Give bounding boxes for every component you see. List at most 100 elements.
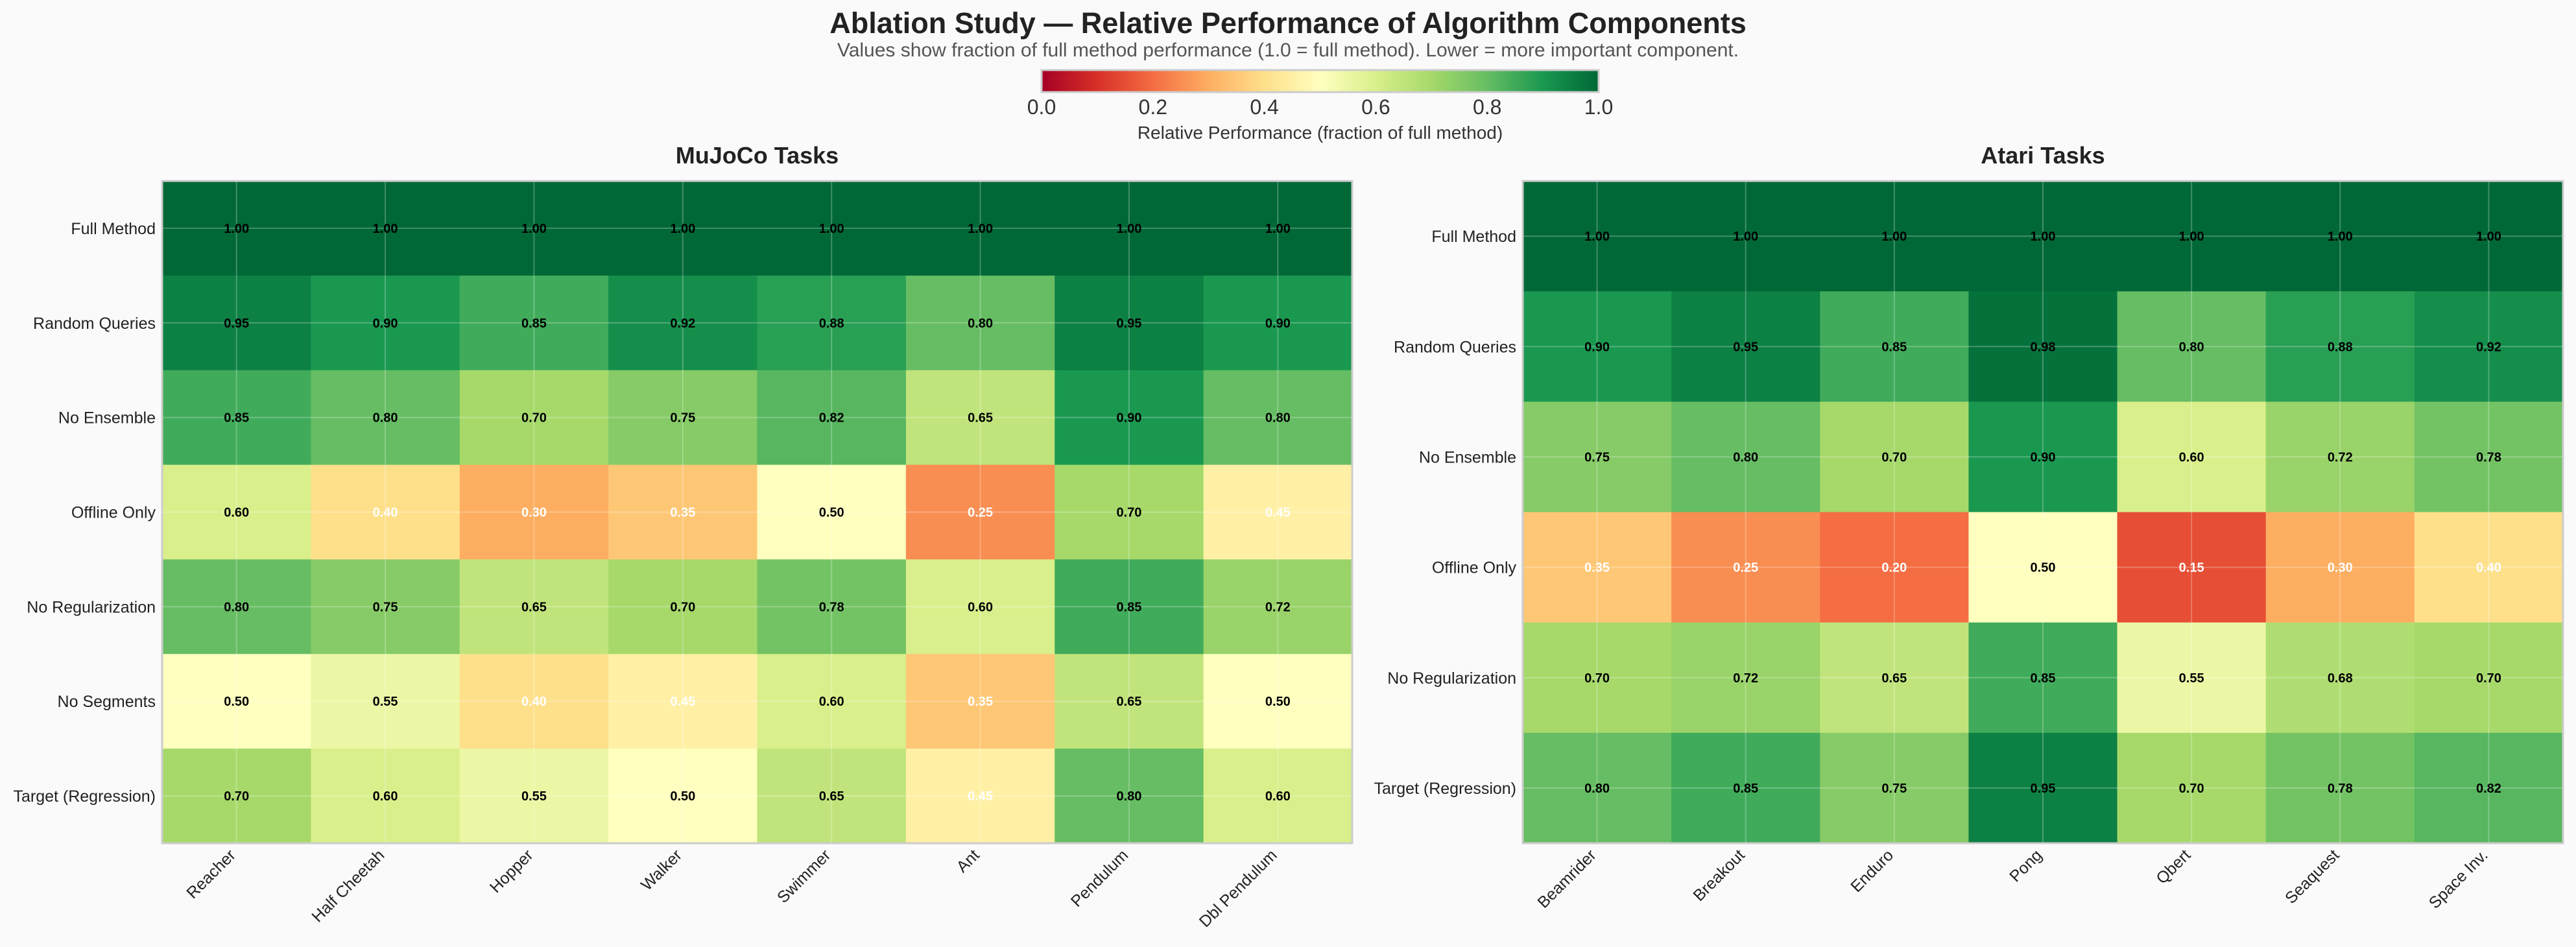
mujoco-row-label: Target (Regression) — [13, 787, 156, 806]
mujoco-heatmap-cell — [311, 559, 460, 654]
mujoco-axes-frame — [161, 180, 1354, 845]
atari-heatmap-cell — [1671, 622, 1820, 734]
atari-heatmap-cell — [1523, 181, 1672, 292]
mujoco-column-label: Reacher — [183, 846, 239, 902]
mujoco-heatmap-cell — [905, 275, 1055, 371]
mujoco-heatmap-cell — [757, 464, 907, 560]
mujoco-cell-label: 0.65 — [521, 600, 547, 614]
atari-heatmap-cell — [2117, 181, 2267, 292]
atari-heatmap-cell — [1968, 622, 2118, 734]
mujoco-heatmap-cell — [162, 464, 311, 560]
atari-heatmap-cell — [1820, 732, 1969, 844]
mujoco-cell-label: 0.60 — [1265, 789, 1291, 804]
figure-title: Ablation Study — Relative Performance of… — [829, 6, 1747, 40]
atari-heatmap-cell — [1820, 181, 1969, 292]
mujoco-cell-label: 1.00 — [1116, 222, 1141, 236]
atari-cell-label: 1.00 — [1733, 230, 1758, 244]
atari-cell-label: 0.95 — [1733, 340, 1758, 354]
mujoco-heatmap-cell — [311, 181, 460, 276]
mujoco-cell-label: 0.65 — [819, 789, 844, 804]
atari-heatmap-cell — [1671, 291, 1820, 402]
mujoco-cell-label: 1.00 — [968, 222, 993, 236]
mujoco-heatmap-cell — [1203, 275, 1353, 371]
colorbar-tick-label: 0.8 — [1473, 95, 1501, 119]
atari-cell-label: 0.85 — [1733, 782, 1758, 796]
mujoco-heatmap-cell — [757, 749, 907, 844]
atari-cell-label: 0.68 — [2328, 671, 2353, 686]
mujoco-column-label: Swimmer — [774, 846, 834, 906]
atari-cell-label: 0.92 — [2476, 340, 2501, 354]
mujoco-panel-title: MuJoCo Tasks — [676, 142, 839, 169]
mujoco-cell-label: 0.45 — [968, 789, 993, 804]
atari-cell-label: 0.72 — [2328, 450, 2353, 464]
mujoco-heatmap-cell — [1055, 654, 1204, 749]
atari-cell-label: 0.70 — [1584, 671, 1610, 686]
mujoco-heatmap-cell — [1055, 370, 1204, 466]
atari-heatmap-cell — [1671, 181, 1820, 292]
atari-cell-label: 1.00 — [1881, 230, 1907, 244]
atari-heatmap-cell — [1523, 291, 1672, 402]
atari-row-label: Full Method — [1431, 228, 1516, 246]
atari-column-label: Pong — [2006, 846, 2045, 885]
atari-heatmap-cell — [2117, 512, 2267, 623]
mujoco-cell-label: 0.60 — [224, 506, 249, 520]
colorbar-tick-label: 1.0 — [1584, 95, 1613, 119]
atari-cell-label: 0.70 — [2179, 782, 2204, 796]
mujoco-cell-label: 1.00 — [1265, 222, 1291, 236]
mujoco-cell-label: 0.40 — [521, 695, 547, 709]
atari-heatmap-cell — [2117, 732, 2267, 844]
mujoco-cell-label: 0.65 — [968, 411, 993, 426]
atari-column-label: Enduro — [1847, 846, 1897, 896]
atari-cell-label: 0.50 — [2031, 561, 2056, 575]
colorbar-tick-label: 0.0 — [1027, 95, 1056, 119]
mujoco-heatmap-cell — [162, 654, 311, 749]
mujoco-heatmap-cell — [162, 749, 311, 844]
mujoco-row-label: No Segments — [58, 693, 156, 711]
atari-cell-label: 0.82 — [2476, 782, 2501, 796]
mujoco-cell-label: 0.88 — [819, 317, 844, 331]
mujoco-row-label: No Regularization — [27, 598, 156, 616]
figure-subtitle: Values show fraction of full method perf… — [837, 40, 1739, 61]
atari-cell-label: 0.70 — [2476, 671, 2501, 686]
mujoco-cell-label: 0.82 — [819, 411, 844, 426]
mujoco-cell-label: 0.50 — [1265, 695, 1291, 709]
atari-row-label: No Ensemble — [1419, 448, 1516, 466]
mujoco-cell-label: 0.80 — [373, 411, 398, 426]
atari-heatmap-cell — [2265, 512, 2415, 623]
atari-heatmap-cell — [1523, 622, 1672, 734]
mujoco-heatmap-cell — [905, 749, 1055, 844]
atari-cell-label: 0.35 — [1584, 561, 1610, 575]
mujoco-heatmap-cell — [757, 181, 907, 276]
atari-heatmap-cell — [1671, 732, 1820, 844]
atari-cell-label: 0.75 — [1584, 450, 1610, 464]
mujoco-cell-label: 0.45 — [670, 695, 695, 709]
atari-axes-frame — [1521, 180, 2564, 845]
mujoco-heatmap-cell — [311, 370, 460, 466]
mujoco-heatmap-cell — [1203, 181, 1353, 276]
atari-cell-label: 0.55 — [2179, 671, 2204, 686]
mujoco-cell-label: 0.90 — [1116, 411, 1141, 426]
mujoco-heatmap-cell — [905, 370, 1055, 466]
mujoco-row-label: Offline Only — [71, 504, 156, 522]
atari-heatmap-cell — [2414, 732, 2564, 844]
mujoco-heatmap-cell — [608, 559, 757, 654]
atari-heatmap-cell — [1671, 512, 1820, 623]
atari-cell-label: 0.90 — [1584, 340, 1610, 354]
mujoco-cell-label: 0.55 — [373, 695, 398, 709]
mujoco-heatmap-cell — [1055, 275, 1204, 371]
mujoco-cell-label: 0.50 — [224, 695, 249, 709]
mujoco-row-label: Random Queries — [33, 315, 156, 333]
mujoco-cell-label: 0.60 — [819, 695, 844, 709]
atari-heatmap-cell — [2117, 622, 2267, 734]
atari-heatmap-cell — [1671, 402, 1820, 512]
atari-cell-label: 0.80 — [2179, 340, 2204, 354]
mujoco-cell-label: 1.00 — [224, 222, 249, 236]
atari-row-label: Offline Only — [1432, 559, 1517, 577]
colorbar-label: Relative Performance (fraction of full m… — [1138, 123, 1503, 143]
atari-cell-label: 0.88 — [2328, 340, 2353, 354]
atari-heatmap-cell — [2265, 732, 2415, 844]
atari-cell-label: 0.90 — [2031, 450, 2056, 464]
atari-row-label: Target (Regression) — [1374, 780, 1516, 798]
mujoco-heatmap-cell — [162, 275, 311, 371]
